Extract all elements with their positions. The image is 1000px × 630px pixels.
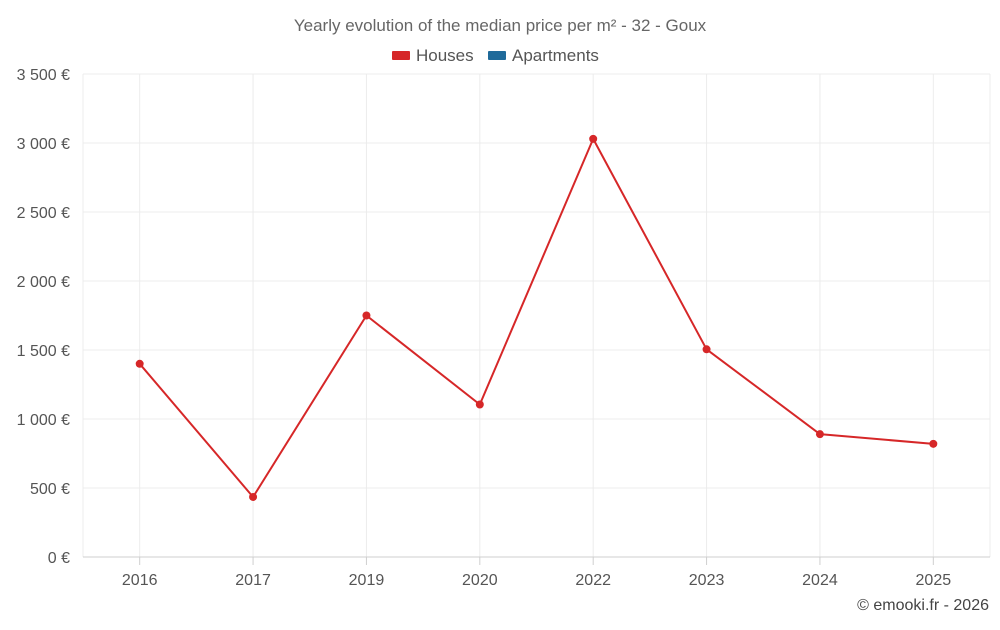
legend-label-houses[interactable]: Houses	[416, 46, 474, 65]
axes	[83, 556, 990, 565]
x-tick-label: 2020	[462, 572, 498, 589]
y-tick-label: 3 000 €	[17, 136, 70, 153]
x-tick-label: 2017	[235, 572, 271, 589]
x-tick-label: 2022	[575, 572, 611, 589]
y-tick-label: 1 000 €	[17, 412, 70, 429]
data-point-houses[interactable]	[135, 359, 144, 368]
legend-swatch-houses[interactable]	[392, 51, 410, 60]
x-tick-label: 2023	[689, 572, 725, 589]
y-tick-label: 3 500 €	[17, 67, 70, 84]
series-line-houses	[138, 137, 934, 498]
data-point-houses[interactable]	[249, 492, 258, 501]
grid-lines	[82, 73, 991, 557]
y-tick-label: 2 500 €	[17, 205, 70, 222]
y-tick-label: 1 500 €	[17, 343, 70, 360]
data-point-houses[interactable]	[475, 400, 484, 409]
chart-legend: Houses Apartments	[392, 46, 599, 65]
y-tick-label: 2 000 €	[17, 274, 70, 291]
x-tick-label: 2019	[349, 572, 385, 589]
y-axis-tick-labels: 0 € 500 € 1 000 € 1 500 € 2 000 € 2 500 € 3 00…	[17, 67, 70, 567]
data-point-houses[interactable]	[929, 439, 938, 448]
credit-text: © emooki.fr - 2026	[857, 597, 989, 614]
y-tick-label: 500 €	[30, 481, 70, 498]
data-point-houses[interactable]	[815, 430, 824, 439]
y-tick-label: 0 €	[48, 550, 70, 567]
chart-title: Yearly evolution of the median price per…	[294, 16, 707, 35]
legend-swatch-apartments[interactable]	[488, 51, 506, 60]
x-axis-tick-labels: 2016 2017 2019 2020 2022 2023 2024 2025	[122, 572, 951, 589]
x-tick-label: 2025	[916, 572, 952, 589]
legend-label-apartments[interactable]: Apartments	[512, 46, 599, 65]
data-point-houses[interactable]	[702, 345, 711, 354]
x-tick-label: 2016	[122, 572, 158, 589]
series-houses	[135, 134, 938, 501]
data-point-houses[interactable]	[589, 134, 598, 143]
data-point-houses[interactable]	[362, 311, 371, 320]
x-tick-label: 2024	[802, 572, 838, 589]
